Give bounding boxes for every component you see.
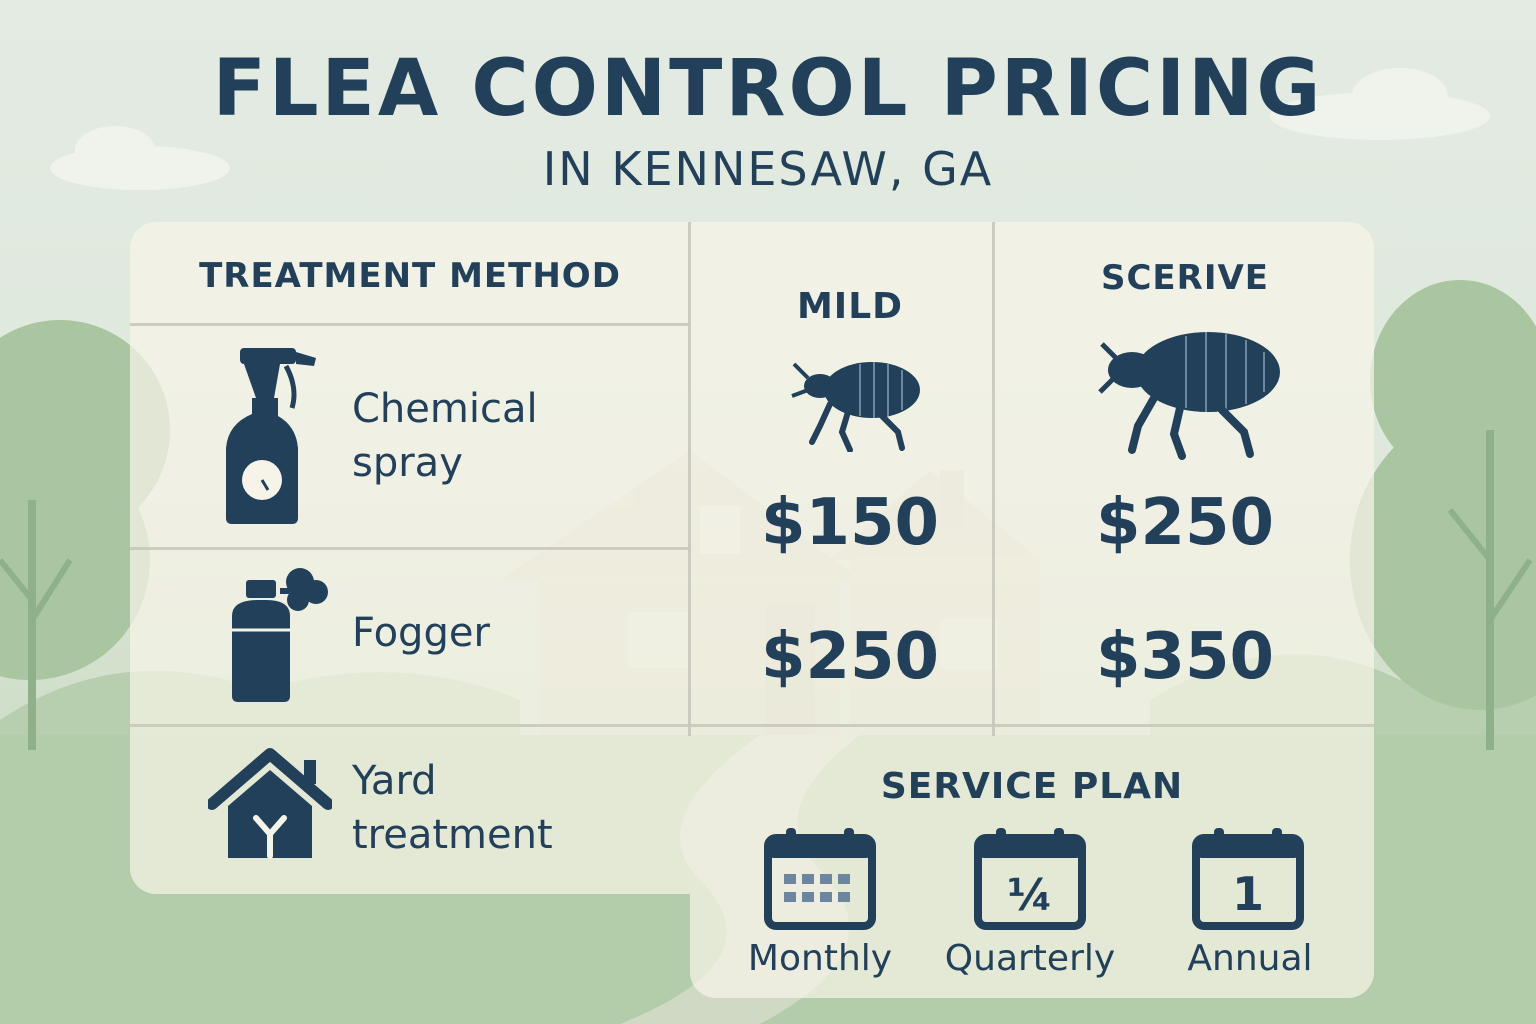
spray-bottle-icon xyxy=(226,348,316,524)
method-label-line: treatment xyxy=(352,812,553,858)
price-fogger-severe: $350 xyxy=(1095,620,1275,694)
plan-label-quarterly: Quarterly xyxy=(944,938,1116,979)
row-divider xyxy=(130,724,1374,727)
price-chemical-severe: $250 xyxy=(1095,486,1275,560)
price-fogger-mild: $250 xyxy=(760,620,940,694)
treatment-method-header: TREATMENT METHOD xyxy=(199,256,621,296)
flea-large-icon xyxy=(1098,332,1280,460)
method-label-yard-treatment: Yard treatment xyxy=(352,754,553,862)
flea-small-icon xyxy=(791,362,920,452)
method-label-line: spray xyxy=(352,440,463,486)
service-plan-header: SERVICE PLAN xyxy=(880,766,1184,807)
calendar-one-icon: 1 xyxy=(1192,828,1304,930)
plan-label-monthly: Monthly xyxy=(747,938,893,979)
column-header-severe: SCERIVE xyxy=(1100,258,1270,298)
fogger-can-icon xyxy=(232,568,328,702)
method-label-chemical-spray: Chemical spray xyxy=(352,382,538,490)
calendar-quarter-icon: ¼ xyxy=(974,828,1086,930)
treatment-method-panel xyxy=(130,222,690,894)
method-label-fogger: Fogger xyxy=(352,610,490,656)
row-divider xyxy=(130,547,690,550)
column-divider xyxy=(688,222,691,736)
price-chemical-mild: $150 xyxy=(760,486,940,560)
plan-label-annual: Annual xyxy=(1187,938,1313,979)
column-divider xyxy=(992,222,995,736)
row-divider xyxy=(130,323,690,326)
method-label-line: Yard xyxy=(352,758,437,804)
page-subtitle: IN KENNESAW, GA xyxy=(542,142,994,196)
column-header-mild: MILD xyxy=(796,286,904,327)
calendar-grid-icon xyxy=(764,828,876,930)
page-title: FLEA CONTROL PRICING xyxy=(212,44,1324,134)
house-yard-icon xyxy=(208,748,332,859)
calendar-one-glyph: 1 xyxy=(1232,867,1264,921)
method-label-line: Chemical xyxy=(352,386,538,432)
calendar-quarter-glyph: ¼ xyxy=(1007,870,1053,921)
